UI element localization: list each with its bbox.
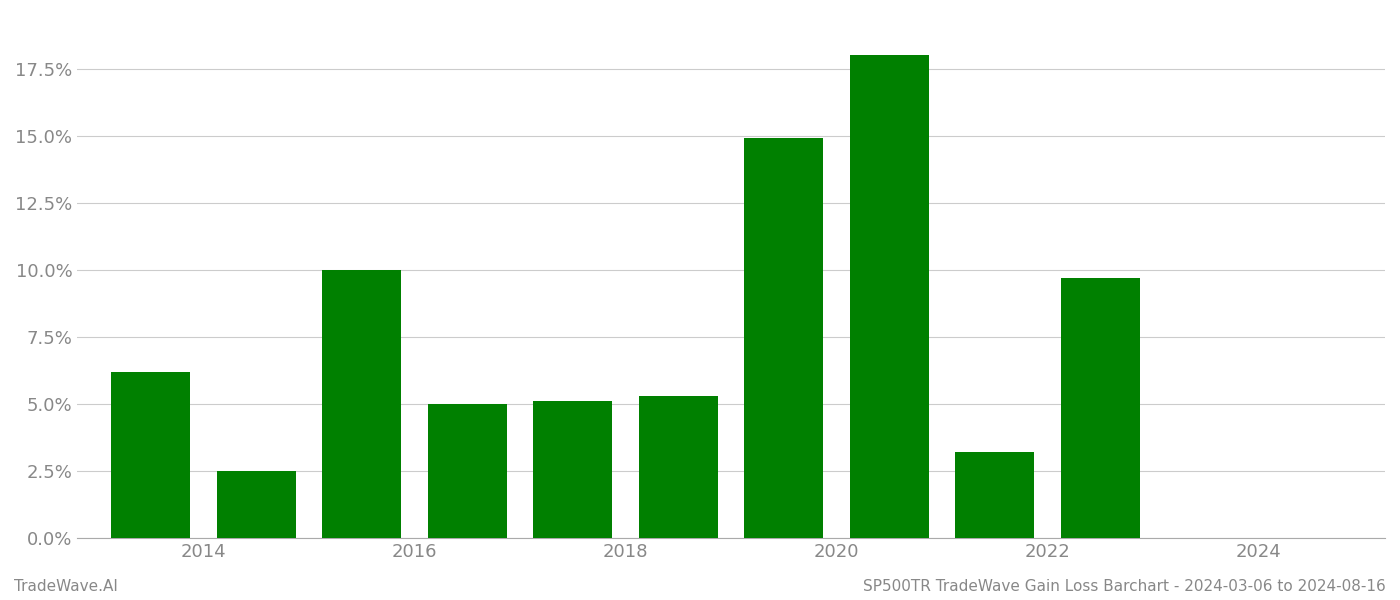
Bar: [322, 270, 402, 538]
Bar: [850, 55, 928, 538]
Bar: [112, 372, 190, 538]
Text: TradeWave.AI: TradeWave.AI: [14, 579, 118, 594]
Bar: [745, 139, 823, 538]
Bar: [1061, 278, 1140, 538]
Bar: [428, 404, 507, 538]
Bar: [533, 401, 612, 538]
Text: SP500TR TradeWave Gain Loss Barchart - 2024-03-06 to 2024-08-16: SP500TR TradeWave Gain Loss Barchart - 2…: [864, 579, 1386, 594]
Bar: [955, 452, 1035, 538]
Bar: [638, 396, 718, 538]
Bar: [217, 471, 295, 538]
